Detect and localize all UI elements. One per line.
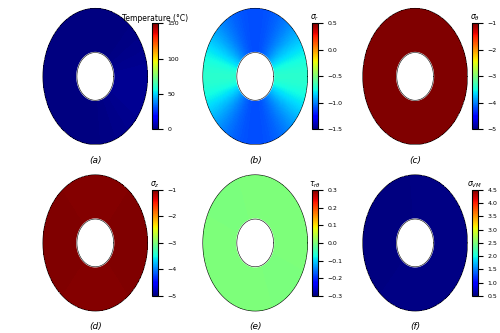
Text: (c): (c) <box>409 156 421 165</box>
Text: (e): (e) <box>249 322 262 331</box>
Polygon shape <box>77 219 114 267</box>
Polygon shape <box>237 53 274 100</box>
Text: (b): (b) <box>249 156 262 165</box>
Title: $\sigma_\theta$: $\sigma_\theta$ <box>470 13 480 23</box>
Title: $\tau_{r\theta}$: $\tau_{r\theta}$ <box>309 179 321 190</box>
Polygon shape <box>237 219 274 267</box>
Title: Temperature (°C): Temperature (°C) <box>122 14 188 23</box>
Text: (d): (d) <box>89 322 102 331</box>
Title: $\sigma_{VM}$: $\sigma_{VM}$ <box>467 179 482 190</box>
Polygon shape <box>397 53 434 100</box>
Polygon shape <box>397 219 434 267</box>
Title: $\sigma_r$: $\sigma_r$ <box>310 13 320 23</box>
Title: $\sigma_z$: $\sigma_z$ <box>150 179 160 190</box>
Polygon shape <box>77 53 114 100</box>
Text: (a): (a) <box>89 156 102 165</box>
Text: (f): (f) <box>410 322 420 331</box>
